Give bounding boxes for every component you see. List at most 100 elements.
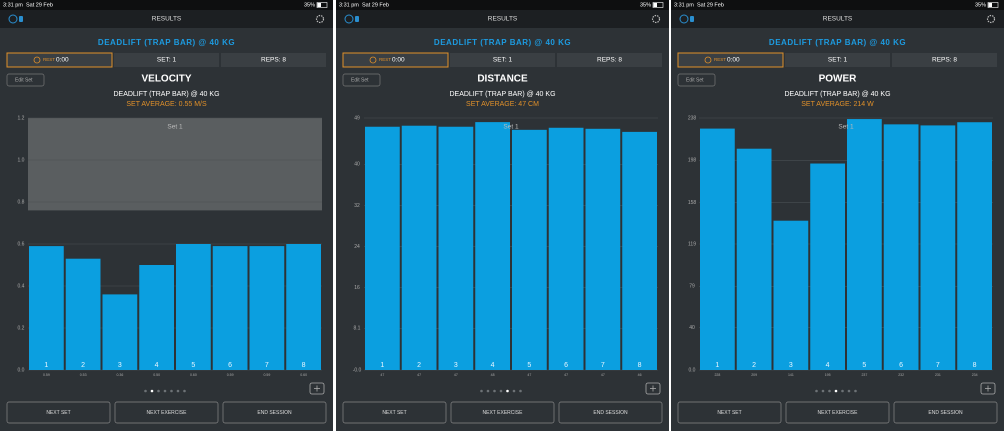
- bar-category: 5: [191, 362, 195, 369]
- exercise-title: DEADLIFT (TRAP BAR) @ 40 KG: [769, 38, 906, 47]
- action-button[interactable]: [342, 401, 447, 424]
- page-dot: [176, 389, 180, 393]
- bar-value-label: 47: [417, 373, 421, 377]
- settings-icon[interactable]: [986, 14, 996, 24]
- bar-category: 4: [826, 362, 830, 369]
- add-note-button[interactable]: [980, 382, 996, 395]
- action-button[interactable]: [450, 401, 555, 424]
- app-panel: 3:31 pm Sat 29 Feb 35% RESULTS DEADLIFT (TRA…: [336, 0, 669, 431]
- bar-category: 7: [601, 362, 605, 369]
- edit-set-button[interactable]: [677, 73, 716, 87]
- set-box: [114, 53, 219, 67]
- status-date: Sat 29 Feb: [362, 2, 389, 8]
- bar-value-label: 0.59: [263, 373, 270, 377]
- status-date: Sat 29 Feb: [697, 2, 724, 8]
- action-button[interactable]: [677, 401, 782, 424]
- battery-icon: [987, 2, 999, 8]
- edit-set-button[interactable]: [342, 73, 381, 87]
- page-dot: [834, 389, 838, 393]
- settings-icon[interactable]: [315, 14, 325, 24]
- edit-set-label: Edit Set: [351, 77, 369, 83]
- action-button[interactable]: [558, 401, 663, 424]
- app-logo: [344, 14, 354, 24]
- bar-category: 3: [454, 362, 458, 369]
- action-button[interactable]: [114, 401, 219, 424]
- set-average: SET AVERAGE: 0.55 M/S: [126, 101, 207, 108]
- bar-value-label: 48: [491, 373, 495, 377]
- series-label: Set 1: [167, 124, 183, 131]
- status-time: 3:31 pm: [3, 2, 23, 8]
- rest-box[interactable]: [6, 52, 113, 68]
- set-number: SET: 1: [493, 57, 513, 64]
- bar-category: 7: [936, 362, 940, 369]
- y-tick-label: 0.6: [18, 241, 25, 247]
- bar: [401, 125, 437, 370]
- action-button[interactable]: [893, 401, 998, 424]
- bar: [622, 131, 657, 370]
- action-button[interactable]: [6, 401, 111, 424]
- bar: [475, 122, 510, 370]
- y-tick-label: 0.2: [18, 325, 25, 331]
- y-tick-label: 79: [689, 284, 695, 290]
- bar-value-label: 47: [564, 373, 568, 377]
- app-panel: 3:31 pm Sat 29 Feb 35% RESULTS DEADLIFT (TRA…: [0, 0, 333, 431]
- series-label: Set 1: [503, 124, 519, 131]
- action-button-label: NEXT SET: [717, 410, 741, 416]
- reps-count: REPS: 8: [261, 57, 286, 64]
- page-dot: [480, 389, 483, 393]
- set-average: SET AVERAGE: 214 W: [801, 101, 874, 108]
- bar-value-label: 0.53: [80, 373, 87, 377]
- action-button-label: END SESSION: [593, 410, 628, 416]
- status-bar: [671, 0, 1004, 10]
- bar: [212, 246, 248, 370]
- action-button-label: NEXT EXERCISE: [147, 410, 188, 416]
- y-tick-label: 32: [354, 203, 360, 209]
- page-dot: [170, 389, 173, 393]
- y-tick-label: 119: [688, 241, 696, 247]
- y-tick-label: 1.0: [18, 157, 25, 163]
- settings-icon[interactable]: [651, 14, 661, 24]
- rest-label: REST: [379, 57, 391, 62]
- bar: [847, 119, 882, 370]
- bar-value-label: 0.60: [300, 373, 307, 377]
- rest-time: 0:00: [392, 57, 405, 64]
- status-time: 3:31 pm: [339, 2, 359, 8]
- y-tick-label: 40: [354, 162, 360, 168]
- bar-value-label: 47: [380, 373, 384, 377]
- chart-subtitle: DEADLIFT (TRAP BAR) @ 40 KG: [113, 91, 219, 98]
- edit-set-button[interactable]: [6, 73, 45, 87]
- bar-category: 6: [899, 362, 903, 369]
- bar: [102, 294, 138, 370]
- page-dot: [512, 389, 516, 393]
- y-tick-label: 1.2: [18, 115, 25, 121]
- bar: [139, 265, 174, 370]
- bar: [286, 244, 321, 370]
- rest-box[interactable]: [342, 52, 449, 68]
- bar-value-label: 46: [638, 373, 642, 377]
- action-button-label: END SESSION: [928, 410, 963, 416]
- bar-category: 2: [752, 362, 756, 369]
- add-note-button[interactable]: [645, 382, 661, 395]
- action-button-label: NEXT EXERCISE: [483, 410, 524, 416]
- page-dot: [144, 389, 147, 393]
- bar-value-label: 232: [898, 373, 904, 377]
- bar: [365, 126, 400, 370]
- page-dot: [828, 389, 831, 393]
- bar: [176, 244, 211, 370]
- bar: [736, 148, 772, 370]
- rest-time: 0:00: [56, 57, 69, 64]
- status-battery: 35%: [640, 2, 651, 8]
- action-button-label: NEXT SET: [46, 410, 70, 416]
- page-dot: [841, 389, 844, 393]
- bar-category: 1: [44, 362, 48, 369]
- bar-value-label: 237: [861, 373, 867, 377]
- action-button[interactable]: [785, 401, 890, 424]
- action-button[interactable]: [222, 401, 327, 424]
- nav-bar: [336, 10, 669, 28]
- page-dot: [157, 389, 160, 393]
- add-note-button[interactable]: [309, 382, 325, 395]
- rest-box[interactable]: [677, 52, 784, 68]
- y-tick-label: 0.0: [18, 367, 25, 373]
- bar-category: 2: [417, 362, 421, 369]
- rest-icon: [33, 56, 41, 64]
